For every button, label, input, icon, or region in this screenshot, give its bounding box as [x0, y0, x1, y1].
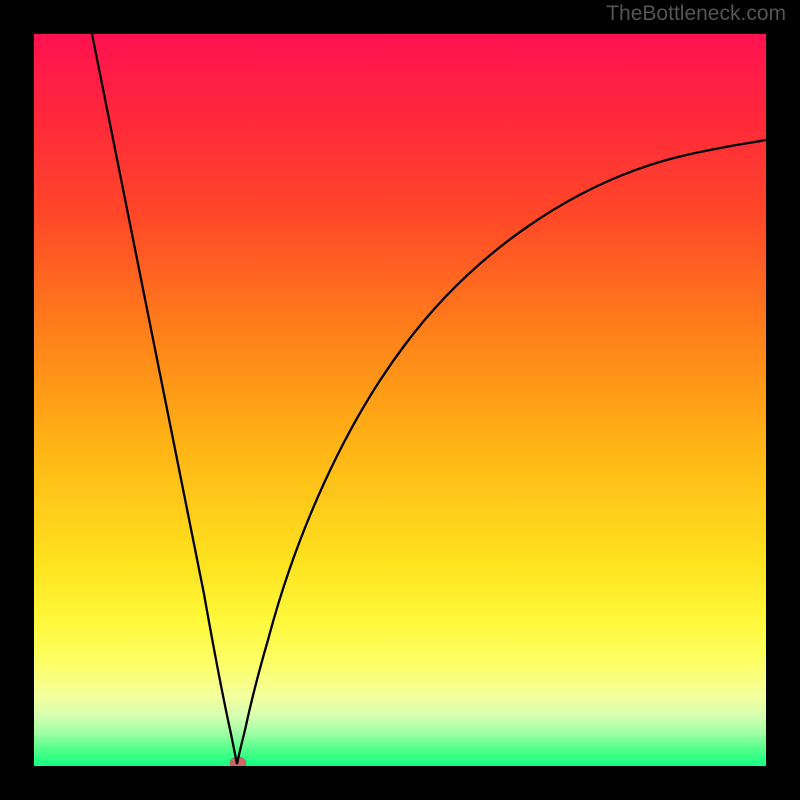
watermark-text: TheBottleneck.com: [606, 2, 786, 26]
chart-stage: TheBottleneck.com: [0, 0, 800, 800]
gradient-background: [34, 34, 766, 766]
plot-area: [34, 34, 766, 769]
bottleneck-chart: [0, 0, 800, 800]
